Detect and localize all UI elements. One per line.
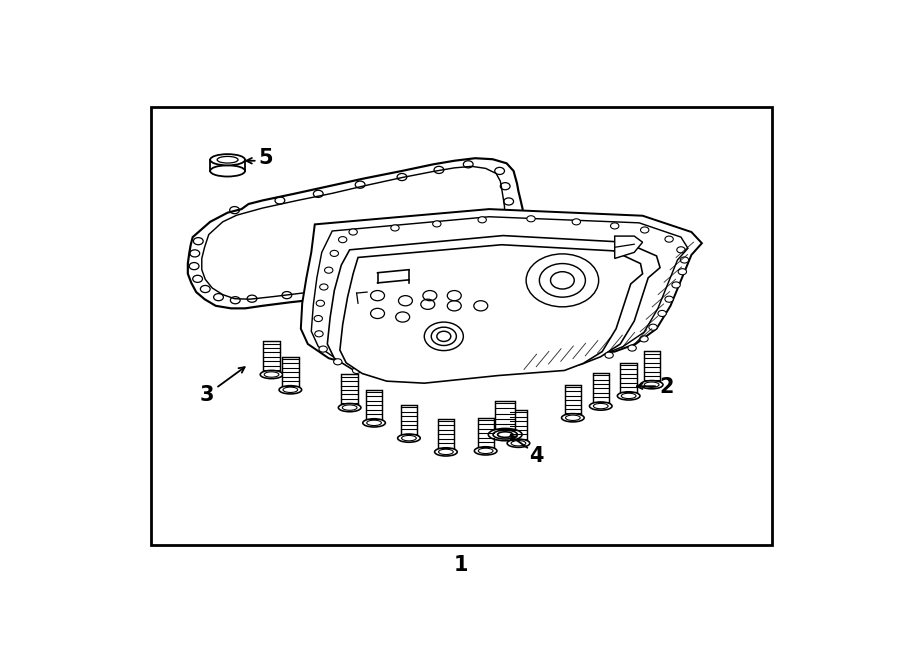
Bar	[283, 356, 299, 388]
Circle shape	[391, 225, 400, 231]
Circle shape	[424, 322, 464, 350]
Ellipse shape	[435, 447, 457, 456]
Circle shape	[641, 227, 649, 233]
Circle shape	[649, 324, 657, 330]
Bar	[366, 390, 382, 421]
Circle shape	[572, 219, 580, 225]
Ellipse shape	[398, 434, 420, 442]
Bar	[437, 418, 454, 450]
Text: 5: 5	[258, 148, 274, 168]
Circle shape	[436, 331, 451, 342]
Ellipse shape	[507, 439, 530, 447]
Circle shape	[665, 236, 673, 242]
Polygon shape	[311, 217, 688, 369]
Ellipse shape	[211, 154, 245, 165]
Circle shape	[665, 296, 673, 302]
Circle shape	[319, 346, 328, 352]
Circle shape	[314, 315, 322, 322]
Circle shape	[338, 237, 346, 243]
Circle shape	[551, 272, 574, 289]
Circle shape	[640, 336, 648, 342]
Text: 3: 3	[200, 385, 214, 405]
Circle shape	[658, 311, 666, 317]
Ellipse shape	[338, 403, 361, 412]
Ellipse shape	[363, 419, 385, 427]
Ellipse shape	[617, 392, 640, 400]
Ellipse shape	[489, 428, 522, 441]
Bar	[151, 107, 771, 545]
Polygon shape	[615, 236, 643, 258]
Text: 4: 4	[529, 446, 544, 466]
Bar	[564, 385, 581, 416]
Circle shape	[478, 217, 486, 223]
Circle shape	[605, 352, 613, 358]
Ellipse shape	[641, 381, 663, 389]
Circle shape	[433, 221, 441, 227]
Bar	[400, 405, 417, 436]
Ellipse shape	[279, 385, 302, 394]
Circle shape	[353, 368, 361, 373]
Circle shape	[680, 257, 688, 263]
Circle shape	[677, 247, 685, 253]
Circle shape	[526, 215, 536, 222]
Polygon shape	[188, 158, 523, 308]
Circle shape	[316, 300, 325, 306]
Ellipse shape	[474, 447, 497, 455]
Circle shape	[610, 223, 619, 229]
Polygon shape	[301, 209, 702, 368]
Bar	[495, 401, 515, 432]
Bar	[264, 341, 280, 372]
Circle shape	[315, 330, 323, 337]
Circle shape	[330, 251, 338, 256]
Circle shape	[537, 362, 545, 368]
Circle shape	[381, 371, 389, 377]
Ellipse shape	[562, 414, 584, 422]
Circle shape	[574, 358, 582, 364]
Ellipse shape	[211, 165, 245, 176]
Polygon shape	[340, 245, 643, 383]
Circle shape	[325, 267, 333, 273]
Circle shape	[672, 282, 680, 288]
Circle shape	[679, 268, 687, 275]
Ellipse shape	[590, 402, 612, 410]
Circle shape	[320, 284, 328, 290]
Circle shape	[349, 229, 357, 235]
Text: 1: 1	[454, 555, 469, 575]
Circle shape	[628, 345, 636, 351]
Bar	[478, 418, 494, 449]
Text: 2: 2	[660, 377, 674, 397]
Circle shape	[455, 368, 464, 373]
Bar	[620, 363, 637, 394]
Bar	[510, 410, 526, 441]
Circle shape	[418, 370, 426, 377]
Bar	[341, 374, 358, 406]
Circle shape	[431, 327, 456, 346]
Polygon shape	[328, 235, 660, 379]
Bar	[592, 373, 609, 404]
Circle shape	[334, 359, 342, 365]
Bar	[644, 352, 660, 383]
Ellipse shape	[260, 370, 283, 379]
Circle shape	[498, 364, 506, 370]
